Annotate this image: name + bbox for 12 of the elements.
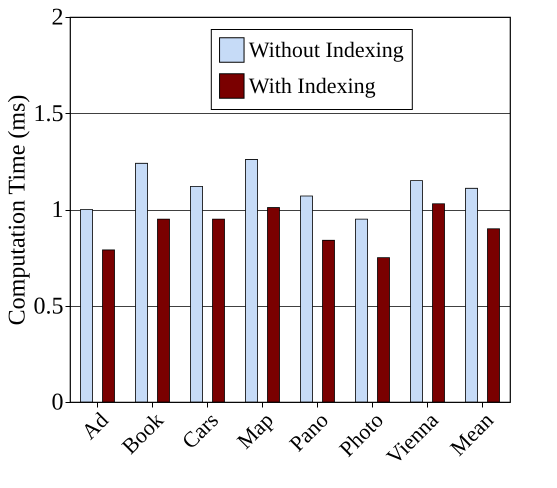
x-tick-label: Ad [76,407,114,444]
y-tick-label: 0 [52,390,64,416]
x-tick-label: Map [232,407,278,454]
y-tick-label: 1 [52,197,64,223]
x-tick-label: Cars [176,407,224,454]
y-tick-label: 1.5 [34,100,64,127]
legend-label: With Indexing [248,73,376,98]
x-tick-label: Pano [284,407,334,456]
legend-label: Without Indexing [248,37,404,62]
y-tick-label: 0.5 [34,293,64,320]
y-tick-label: 2 [52,4,64,30]
y-axis-title: Computation Time (ms) [4,94,30,326]
